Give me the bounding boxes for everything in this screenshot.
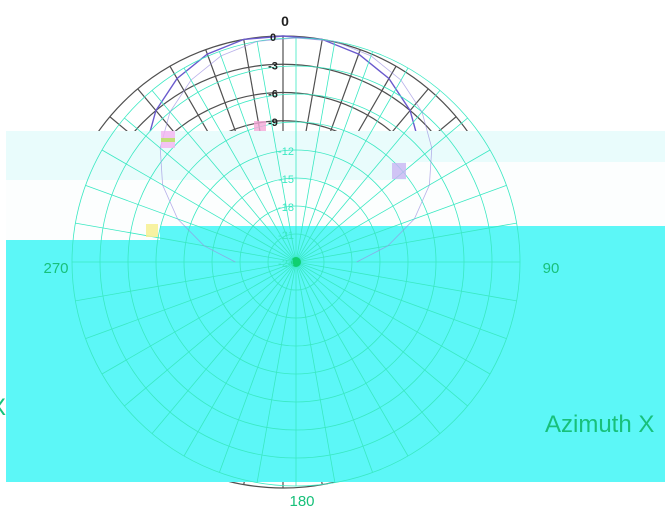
- axis-title: Azimuth X: [545, 411, 654, 438]
- grid-spoke: [124, 117, 297, 263]
- radial-tick-label: 0: [270, 32, 276, 44]
- grid-spoke: [295, 149, 491, 263]
- grid-spoke: [75, 261, 297, 302]
- azimuth-label-0: 0: [281, 13, 289, 29]
- grid-spoke: [101, 149, 297, 263]
- grid-spoke: [295, 261, 441, 434]
- grid-spoke: [124, 261, 297, 407]
- radial-tick-label: -15: [278, 174, 294, 186]
- grid-spoke: [295, 41, 336, 263]
- radial-tick-label: -3: [268, 60, 278, 72]
- grid-spoke: [295, 261, 468, 407]
- cropped-left-label: X: [0, 394, 6, 421]
- radial-tick-label: -18: [278, 202, 294, 214]
- grid-spoke: [295, 261, 507, 339]
- trace-layer-cyan: [159, 37, 433, 263]
- grid-spoke: [295, 67, 409, 263]
- overlay-band-white-2: [406, 162, 665, 190]
- grid-spoke: [85, 185, 297, 263]
- color-swatch-artifact: [161, 138, 175, 142]
- grid-spoke: [256, 41, 297, 263]
- grid-spoke: [75, 222, 297, 263]
- radial-tick-label: -12: [278, 146, 294, 158]
- grid-spoke: [219, 261, 297, 473]
- grid-spoke: [295, 51, 373, 263]
- radial-tick-label: -24: [278, 258, 294, 270]
- grid-spoke: [295, 261, 409, 457]
- grid-spoke: [219, 51, 297, 263]
- grid-spoke: [295, 261, 517, 302]
- azimuth-label-90: 90: [543, 260, 560, 277]
- series-trace-faint: [159, 37, 433, 263]
- overlay-band-cyan-step: [160, 226, 665, 240]
- overlay-band-cyan-main: [6, 240, 665, 482]
- overlay-band-white-1: [6, 162, 406, 180]
- azimuth-label-180: 180: [289, 493, 314, 510]
- grid-spoke: [295, 222, 517, 263]
- radial-tick-label: -9: [268, 117, 278, 129]
- color-swatch-artifact: [146, 224, 158, 237]
- grid-spoke: [85, 261, 297, 339]
- overlay-band-pale-1: [6, 131, 665, 163]
- grid-spoke: [295, 117, 468, 263]
- radial-tick-labels: 0 -3 -6 -9 -12 -15 -18 -21 -24: [268, 32, 294, 270]
- grid-spoke: [151, 90, 297, 263]
- overlay-band-white-4: [406, 190, 665, 226]
- color-swatch-artifact: [254, 121, 266, 131]
- azimuth-label-270: 270: [43, 260, 68, 277]
- grid-spoke: [295, 261, 373, 473]
- grid-spoke: [151, 261, 297, 434]
- grid-spoke: [295, 90, 441, 263]
- polar-grid-cyan: [71, 37, 521, 487]
- grid-spoke: [256, 261, 297, 483]
- grid-spoke: [295, 185, 507, 263]
- color-swatch-artifact: [392, 163, 406, 179]
- grid-spoke: [101, 261, 297, 375]
- grid-spoke: [295, 261, 491, 375]
- radial-tick-label: -6: [268, 89, 278, 101]
- grid-spoke: [183, 261, 297, 457]
- radial-tick-label: -21: [278, 230, 294, 242]
- grid-spoke: [183, 67, 297, 263]
- center-marker: [291, 257, 301, 267]
- grid-spoke: [295, 261, 336, 483]
